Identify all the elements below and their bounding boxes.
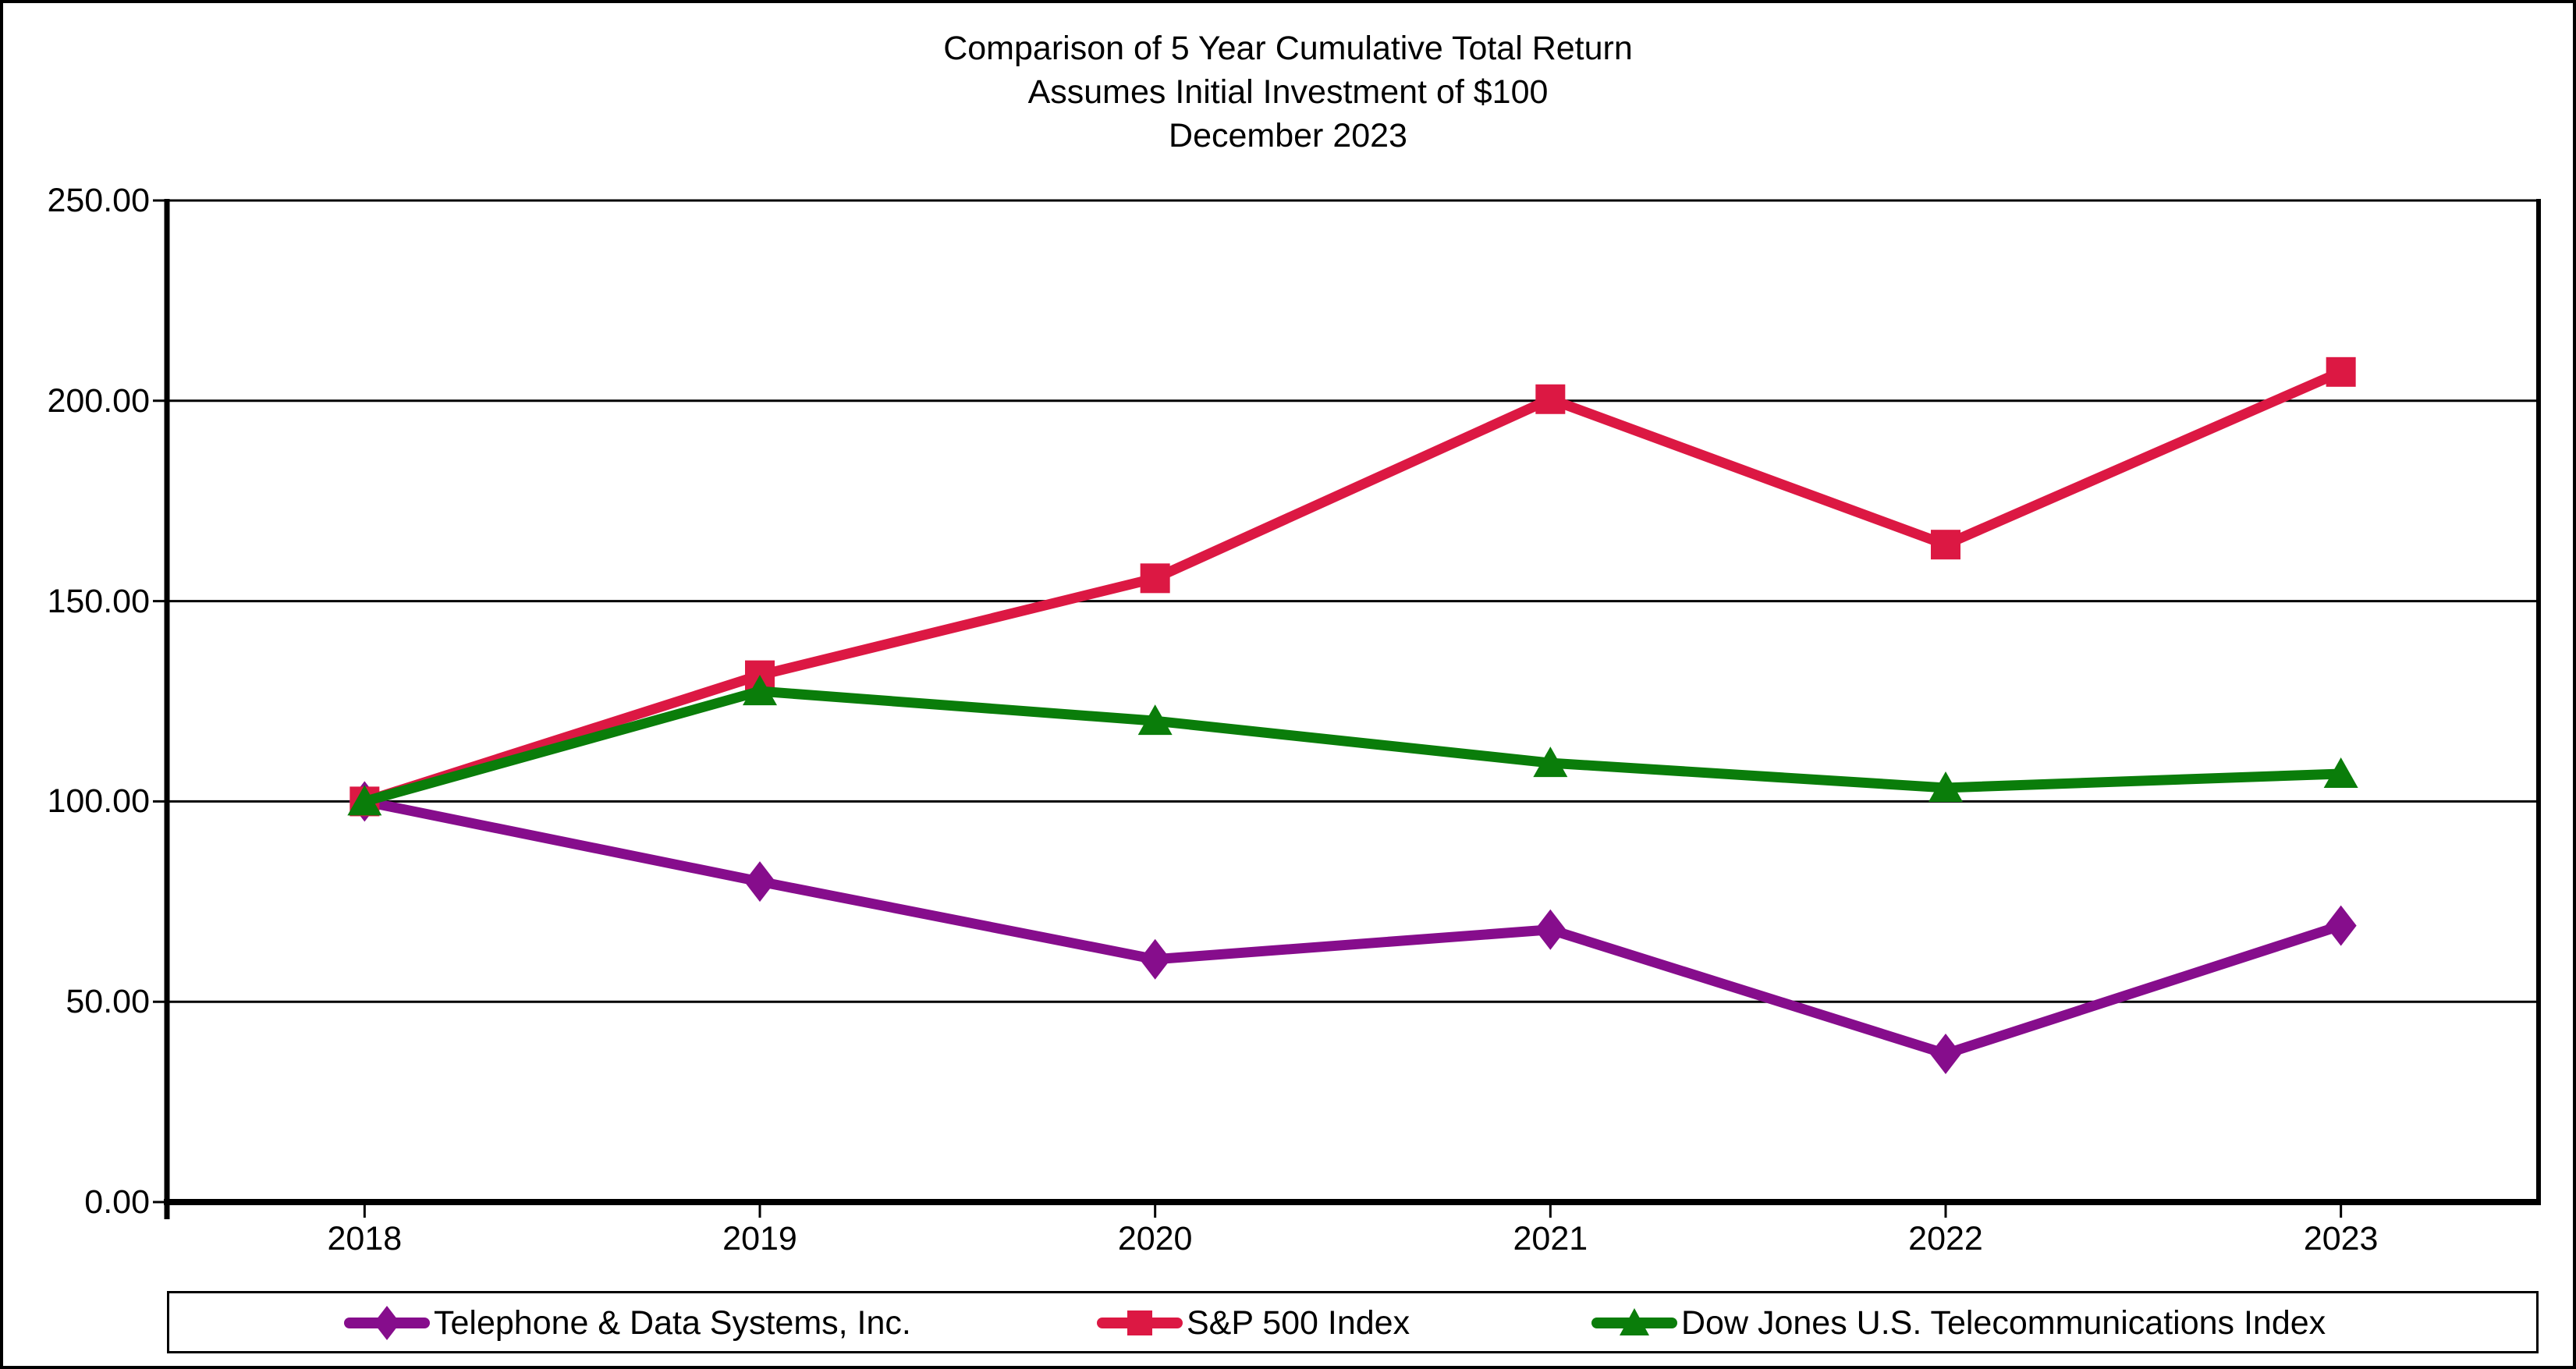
x-axis-label: 2021 xyxy=(1513,1220,1588,1257)
legend-item-djtelecom: Dow Jones U.S. Telecommunications Index xyxy=(1591,1300,2326,1346)
series-triangle-marker-icon xyxy=(1137,704,1173,736)
series-square-marker-icon xyxy=(1140,563,1170,594)
tds-line-marker-icon xyxy=(344,1306,430,1340)
y-axis-label: 50.00 xyxy=(66,983,150,1021)
y-axis-label: 200.00 xyxy=(47,381,150,420)
y-axis-label: 0.00 xyxy=(84,1183,150,1221)
chart-legend: Telephone & Data Systems, Inc. S&P 500 I… xyxy=(167,1291,2539,1353)
legend-square-icon xyxy=(1127,1310,1152,1335)
series-line xyxy=(359,686,2347,807)
series-square-marker-icon xyxy=(2326,356,2356,387)
series-triangle-marker-icon xyxy=(347,785,382,816)
y-axis-label: 100.00 xyxy=(47,782,150,821)
series-line xyxy=(359,367,2347,807)
djtelecom-line-marker-icon xyxy=(1591,1308,1677,1335)
x-axis-label: 2019 xyxy=(722,1220,797,1257)
series-triangle-marker-icon xyxy=(1928,771,1963,802)
chart-plot-area xyxy=(153,199,2541,1219)
chart-title-line2: Assumes Initial Investment of $100 xyxy=(1027,73,1549,111)
x-axis-label: 2018 xyxy=(327,1220,403,1257)
legend-label-djtelecom: Dow Jones U.S. Telecommunications Index xyxy=(1681,1304,2326,1342)
series-diamond-marker-icon xyxy=(2325,905,2357,946)
series-line xyxy=(359,796,2347,1059)
chart-title: Comparison of 5 Year Cumulative Total Re… xyxy=(3,27,2573,158)
legend-diamond-icon xyxy=(374,1306,400,1340)
chart-title-line3: December 2023 xyxy=(1169,117,1407,154)
series-triangle-marker-icon xyxy=(2323,757,2358,788)
legend-label-tds: Telephone & Data Systems, Inc. xyxy=(434,1304,911,1342)
series-square-marker-icon xyxy=(1931,530,1960,560)
legend-item-sp500: S&P 500 Index xyxy=(1096,1300,1410,1346)
series-diamond-marker-icon xyxy=(1535,909,1567,950)
series-diamond-marker-icon xyxy=(1930,1033,1961,1074)
series-square-marker-icon xyxy=(1535,384,1566,414)
legend-label-sp500: S&P 500 Index xyxy=(1187,1304,1410,1342)
series-diamond-marker-icon xyxy=(744,861,775,903)
x-axis-label: 2020 xyxy=(1117,1220,1193,1257)
series-triangle-marker-icon xyxy=(743,675,777,706)
series-triangle-marker-icon xyxy=(1533,747,1568,778)
y-axis-label: 150.00 xyxy=(47,582,150,620)
x-axis-label: 2022 xyxy=(1908,1220,1983,1257)
legend-triangle-icon xyxy=(1620,1308,1649,1335)
legend-item-tds: Telephone & Data Systems, Inc. xyxy=(343,1300,911,1346)
series-diamond-marker-icon xyxy=(1139,938,1171,980)
chart-title-line1: Comparison of 5 Year Cumulative Total Re… xyxy=(943,30,1633,67)
y-axis-label: 250.00 xyxy=(47,182,150,219)
x-axis-label: 2023 xyxy=(2303,1220,2379,1257)
sp500-line-marker-icon xyxy=(1097,1310,1183,1335)
